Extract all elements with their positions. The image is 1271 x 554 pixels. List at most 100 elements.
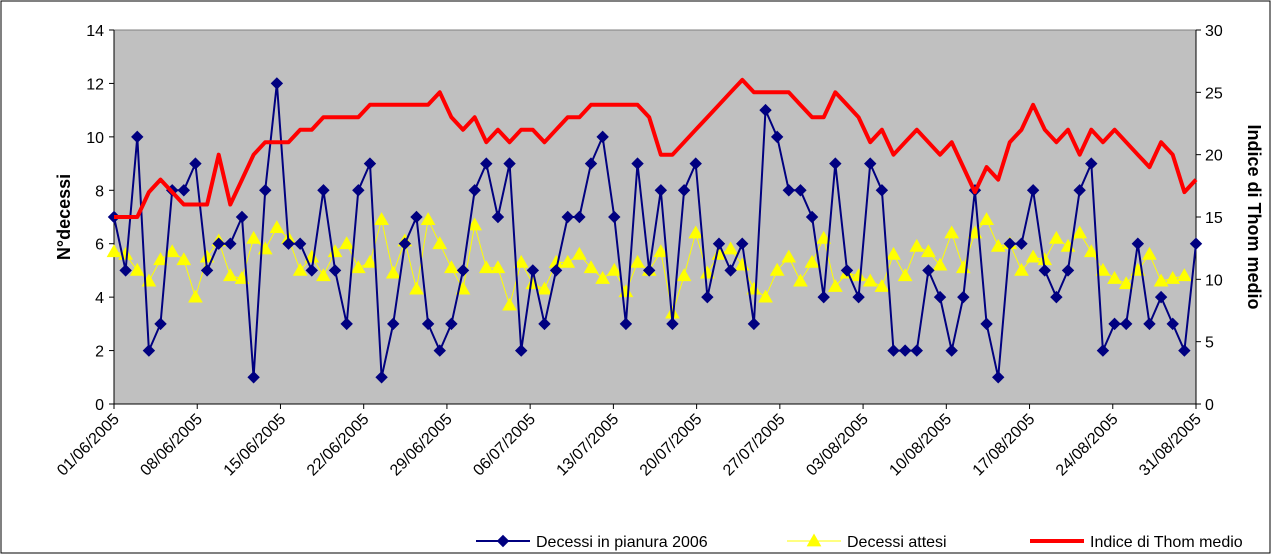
data-point bbox=[1154, 290, 1168, 304]
data-point bbox=[1025, 249, 1041, 263]
y-axis-title-right: Indice di Thom medio bbox=[1244, 124, 1264, 309]
data-point bbox=[608, 210, 621, 224]
data-point bbox=[724, 264, 737, 277]
data-point bbox=[816, 230, 832, 244]
data-point bbox=[224, 237, 237, 250]
data-point bbox=[770, 130, 784, 144]
data-point bbox=[1165, 270, 1181, 284]
data-point bbox=[677, 184, 691, 197]
data-point bbox=[409, 281, 424, 295]
data-point bbox=[1177, 268, 1192, 282]
data-point bbox=[864, 157, 877, 170]
data-point bbox=[630, 254, 645, 268]
data-point bbox=[468, 184, 481, 197]
legend-item: Decessi in pianura 2006 bbox=[476, 534, 708, 551]
data-point bbox=[106, 244, 122, 258]
data-point bbox=[595, 270, 611, 284]
data-point bbox=[642, 264, 656, 277]
data-point bbox=[1143, 317, 1156, 331]
data-point bbox=[827, 278, 843, 292]
right-tick-label: 20 bbox=[1205, 148, 1223, 165]
data-point bbox=[363, 157, 377, 170]
left-tick-label: 12 bbox=[86, 76, 104, 93]
data-point bbox=[583, 260, 599, 274]
data-point bbox=[526, 264, 540, 277]
data-point bbox=[666, 317, 679, 331]
data-point bbox=[1142, 246, 1157, 260]
data-point bbox=[328, 264, 342, 277]
series-3 bbox=[114, 77, 1198, 219]
data-point bbox=[921, 244, 936, 258]
data-point bbox=[782, 184, 796, 197]
data-point bbox=[340, 317, 353, 331]
data-point bbox=[444, 260, 459, 274]
data-point bbox=[1108, 317, 1121, 331]
data-point bbox=[1015, 237, 1028, 250]
y-axis-title-left: N°decessi bbox=[54, 174, 74, 260]
data-point bbox=[1118, 276, 1134, 290]
data-point bbox=[398, 237, 412, 250]
data-point bbox=[129, 262, 145, 276]
data-point bbox=[292, 262, 308, 276]
data-point bbox=[979, 212, 994, 226]
data-point bbox=[723, 241, 738, 255]
data-point bbox=[491, 210, 505, 224]
data-point bbox=[712, 237, 726, 250]
data-point bbox=[410, 210, 423, 224]
plot-area bbox=[113, 29, 1197, 405]
data-point bbox=[619, 317, 633, 331]
data-point bbox=[805, 210, 819, 224]
data-point bbox=[654, 184, 668, 197]
data-point bbox=[432, 236, 448, 250]
data-point bbox=[549, 264, 563, 277]
right-y-axis: 0 5 10 15 20 25 30 bbox=[1195, 23, 1223, 414]
data-point bbox=[164, 244, 180, 258]
data-point bbox=[456, 264, 470, 277]
right-tick-label: 30 bbox=[1205, 23, 1223, 40]
data-point bbox=[339, 236, 355, 250]
right-tick-label: 0 bbox=[1205, 397, 1214, 414]
left-tick-label: 6 bbox=[95, 237, 104, 254]
data-point bbox=[513, 254, 529, 268]
data-point bbox=[1153, 273, 1169, 287]
data-point bbox=[222, 268, 238, 282]
data-point bbox=[897, 268, 913, 282]
data-point bbox=[980, 317, 993, 331]
data-point bbox=[270, 77, 284, 90]
data-point bbox=[189, 157, 202, 170]
data-point bbox=[572, 246, 587, 260]
data-point bbox=[247, 371, 260, 384]
data-point bbox=[142, 344, 156, 357]
left-tick-label: 2 bbox=[95, 344, 104, 361]
data-point bbox=[852, 290, 865, 304]
data-point bbox=[246, 230, 261, 244]
legend-swatch-marker bbox=[496, 534, 510, 548]
data-point bbox=[350, 260, 366, 274]
data-point bbox=[689, 157, 702, 170]
data-point bbox=[990, 238, 1006, 252]
series-line bbox=[114, 77, 1198, 219]
left-tick-label: 4 bbox=[95, 290, 104, 307]
data-point bbox=[362, 254, 378, 268]
right-tick-label: 15 bbox=[1205, 210, 1223, 227]
data-point bbox=[385, 265, 401, 279]
left-tick-label: 10 bbox=[86, 130, 104, 147]
data-point bbox=[538, 317, 551, 331]
data-point bbox=[1038, 264, 1051, 277]
data-point bbox=[898, 344, 912, 357]
data-point bbox=[1050, 290, 1063, 304]
data-point bbox=[606, 262, 622, 276]
data-point bbox=[769, 262, 785, 276]
data-point bbox=[176, 252, 192, 266]
data-point bbox=[514, 344, 528, 357]
data-point bbox=[746, 281, 762, 295]
data-point bbox=[759, 103, 772, 117]
data-point bbox=[758, 289, 773, 303]
data-point bbox=[1107, 270, 1122, 284]
data-point bbox=[293, 237, 307, 250]
data-point bbox=[1131, 237, 1145, 250]
series-layer bbox=[106, 77, 1203, 384]
right-tick-label: 10 bbox=[1205, 272, 1223, 289]
